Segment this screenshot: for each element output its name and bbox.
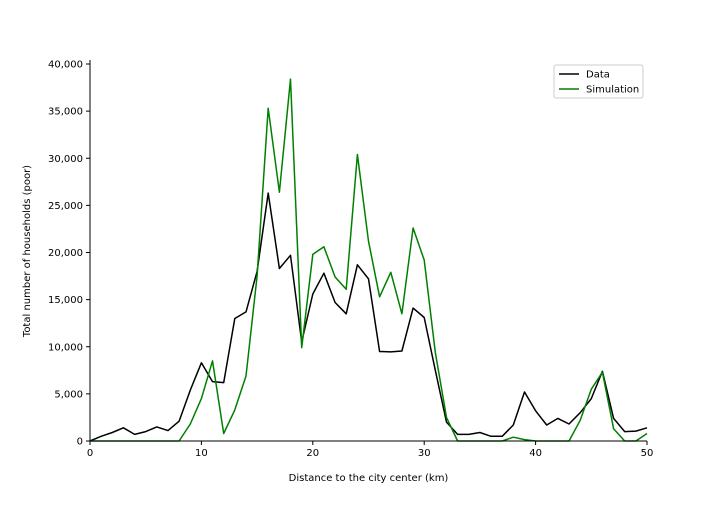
y-tick-label: 5,000 [54,389,83,400]
y-tick-label: 0 [77,437,83,448]
y-tick-label: 15,000 [48,295,83,306]
tick-marks: 0 10 20 30 40 50 0 5,000 10,000 15,000 20,000 25,00… [48,60,653,460]
legend-label-data: Data [586,70,610,81]
x-tick-label: 50 [641,448,654,459]
y-tick-label: 40,000 [48,60,83,71]
series-line-data [89,192,648,442]
x-tick-label: 40 [529,448,542,459]
y-tick-label: 30,000 [48,154,83,165]
y-axis-label: Total number of households (poor) [22,165,33,338]
x-tick-label: 10 [195,448,208,459]
y-tick-label: 20,000 [48,248,83,259]
series-lines [89,78,648,442]
x-tick-label: 0 [87,448,93,459]
axes [89,60,647,442]
y-tick-label: 25,000 [48,201,83,212]
x-tick-label: 30 [418,448,431,459]
x-tick-label: 20 [306,448,319,459]
y-tick-label: 10,000 [48,342,83,353]
x-axis-label: Distance to the city center (km) [289,473,449,484]
legend: Data Simulation [553,64,644,99]
legend-label-simulation: Simulation [586,85,639,96]
y-tick-label: 35,000 [48,107,83,118]
series-line-simulation [90,78,648,442]
